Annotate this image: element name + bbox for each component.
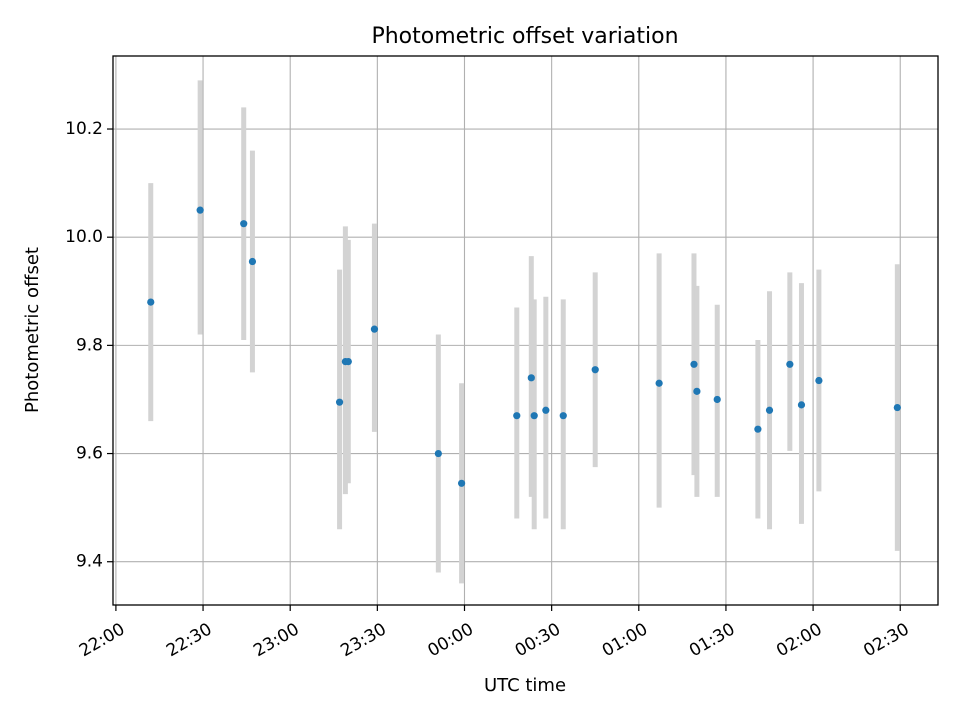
x-tick-label: 23:30 (337, 619, 389, 661)
y-tick-label: 9.6 (76, 444, 103, 464)
x-axis-label: UTC time (484, 675, 566, 696)
data-point (786, 360, 794, 368)
x-tick-label: 02:00 (773, 619, 825, 661)
data-point (370, 325, 379, 333)
chart-title: Photometric offset variation (371, 24, 678, 49)
y-tick-label: 9.4 (76, 552, 103, 572)
data-point (344, 358, 352, 366)
x-tick-label: 22:00 (76, 619, 128, 661)
y-tick-label: 10.0 (65, 227, 103, 247)
x-tick-label: 00:00 (425, 619, 477, 661)
y-axis-label: Photometric offset (22, 247, 43, 413)
data-point (765, 406, 774, 414)
plot-frame (112, 55, 939, 606)
y-tick-label: 9.8 (76, 335, 103, 355)
data-point (434, 449, 442, 458)
data-point (693, 387, 701, 395)
data-point (893, 403, 901, 412)
data-point (655, 379, 663, 387)
data-point (690, 360, 698, 368)
x-tick-label: 02:30 (860, 619, 912, 661)
point-layer (147, 206, 901, 487)
data-point (815, 376, 823, 385)
data-point (196, 206, 204, 214)
data-point (797, 401, 806, 409)
x-tick-label: 22:30 (163, 619, 215, 661)
data-point (248, 257, 257, 266)
data-point (513, 412, 521, 420)
data-point (527, 374, 535, 382)
x-tick-label: 00:30 (512, 619, 564, 661)
data-point (335, 398, 344, 406)
data-point (530, 412, 538, 420)
y-axis-ticks: 9.4 9.6 9.8 10.0 10.2 (65, 119, 113, 572)
data-point (713, 395, 721, 404)
data-point (542, 406, 550, 414)
x-axis-ticks: 22:00 22:30 23:00 23:30 00:00 00:30 01:00 01:30… (76, 605, 913, 661)
x-tick-label: 01:30 (686, 619, 738, 661)
x-tick-label: 01:00 (599, 619, 651, 661)
data-point (591, 366, 599, 374)
data-point (457, 479, 466, 487)
data-point (147, 298, 155, 306)
data-point (754, 425, 762, 433)
x-tick-label: 23:00 (250, 619, 302, 661)
y-tick-label: 10.2 (65, 119, 103, 139)
grid-layer (113, 56, 938, 605)
data-point (240, 220, 248, 228)
errorbar-layer (148, 80, 900, 584)
data-point (559, 412, 567, 420)
